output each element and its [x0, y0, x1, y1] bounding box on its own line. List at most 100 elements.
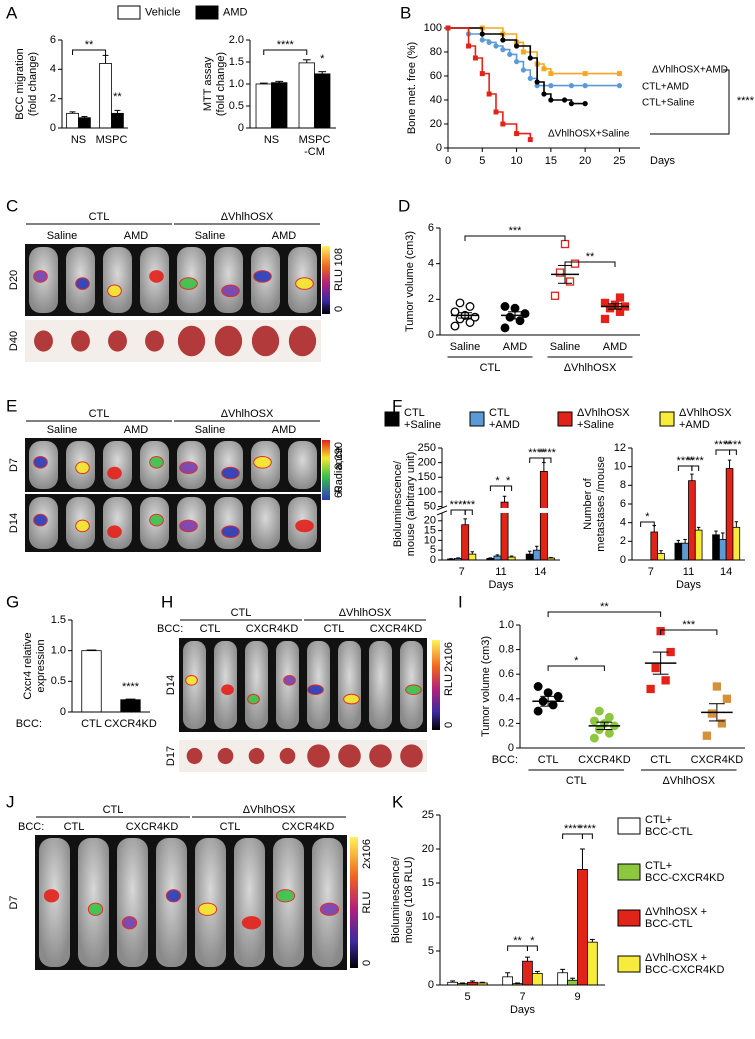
bar: [468, 553, 477, 561]
x-tick-label: MSPC -CM: [299, 134, 331, 158]
group-label: ΔVhlhOSX: [243, 804, 296, 816]
data-point: [533, 682, 543, 691]
text-line: BCC-CXCR4KD: [645, 964, 725, 976]
y-axis-label: Cxcr4 relative: [22, 632, 34, 699]
data-point: [455, 298, 465, 308]
text-line: -CM: [304, 146, 325, 158]
tumor-image: [369, 744, 392, 768]
column-label: Saline: [47, 424, 78, 436]
series-label: CTL+AMD: [642, 82, 689, 93]
bar: [539, 470, 548, 561]
significance-label: ****: [528, 447, 546, 459]
colorbar-label: RLU: [443, 674, 455, 696]
significance-label: ****: [539, 447, 557, 459]
data-point: [500, 302, 510, 311]
data-point: [533, 706, 543, 716]
y-tick-label: 4: [620, 517, 626, 529]
y-axis-label: Bone met. free (%): [406, 42, 418, 134]
data-point: [615, 307, 625, 316]
colorbar-label: RLU: [361, 891, 373, 913]
data-point: [520, 49, 526, 55]
signal-spot: [107, 466, 122, 480]
data-point: [550, 291, 560, 300]
significance-label: *: [320, 53, 325, 65]
y-axis-label: Tumor volume (cm3): [404, 231, 416, 332]
data-point: [600, 314, 610, 324]
y-tick-label: 1.5: [51, 614, 66, 626]
bar: [78, 117, 91, 129]
x-tick-label: CXCR4KD: [578, 754, 631, 766]
y-tick-label: 10: [422, 911, 434, 923]
y-tick-label: 2.0: [229, 34, 244, 46]
group-label: CTL: [566, 775, 587, 787]
mouse-image: [214, 247, 243, 313]
text-line: ΔVhlhOSX: [577, 407, 630, 419]
mouse-image: [288, 441, 317, 489]
row-label: D14: [165, 675, 177, 695]
y-axis-label: Bioluminescence/: [392, 460, 404, 547]
colorbar: [322, 246, 330, 314]
panel-letter: C: [6, 196, 18, 215]
y-tick-label: 20: [424, 515, 436, 527]
y-axis-label: expression: [35, 639, 47, 692]
significance-label: ****: [450, 499, 468, 511]
group-label: ΔVhlhOSX: [564, 362, 617, 374]
data-point: [445, 25, 451, 31]
bar: [694, 529, 703, 561]
significance-label: *: [645, 511, 650, 523]
legend-label: CTL+ BCC-CXCR4KD: [645, 860, 725, 884]
y-tick-label: 100: [424, 22, 442, 34]
bar: [557, 972, 569, 986]
signal-spot: [33, 513, 48, 527]
group-label: ΔVhlhOSX: [221, 408, 274, 420]
y-tick-label: 8: [620, 479, 626, 491]
y-tick-label: 0.4: [499, 693, 514, 705]
mouse-image: [312, 838, 343, 967]
y-tick-label: 0.8: [499, 644, 514, 656]
signal-spot: [149, 455, 164, 469]
bar: [681, 542, 689, 561]
signal-spot: [43, 889, 60, 903]
x-tick-label: 9: [574, 991, 580, 1003]
y-tick-label: 1.5: [229, 56, 244, 68]
bar: [718, 539, 727, 561]
legend-label: ΔVhlhOSX + BCC-CXCR4KD: [645, 952, 725, 976]
column-prefix: BCC:: [18, 821, 44, 833]
y-tick-label: 1.0: [499, 619, 514, 631]
data-point: [513, 59, 520, 65]
signal-spot: [107, 525, 122, 539]
legend-swatch: [617, 817, 641, 835]
data-point: [500, 121, 506, 127]
data-point: [500, 37, 506, 43]
colorbar-label: RLU: [333, 269, 345, 291]
colorbar-label: 2x106: [361, 839, 373, 869]
tumor-image: [214, 325, 243, 357]
legend-swatch: [117, 5, 141, 20]
significance-label: ****: [564, 823, 582, 835]
x-tick-label: NS: [71, 134, 86, 146]
text-line: ΔVhlhOSX +: [645, 952, 707, 964]
column-label: CXCR4KD: [126, 821, 179, 833]
data-point: [493, 109, 499, 115]
signal-spot: [253, 270, 272, 283]
bar: [111, 112, 124, 129]
colorbar-label: 8,390: [333, 442, 345, 470]
significance-bracket: [464, 509, 473, 515]
significance-bracket: [564, 261, 616, 267]
x-tick-label: Saline: [550, 341, 581, 353]
text-line: +Saline: [404, 419, 441, 431]
data-point: [500, 323, 510, 333]
x-tick-label: 7: [459, 566, 465, 578]
signal-spot: [343, 693, 360, 705]
signal-spot: [179, 519, 198, 533]
data-point: [541, 66, 547, 72]
legend-label: ΔVhlhOSX +Saline: [577, 407, 630, 431]
signal-spot: [179, 461, 198, 475]
legend-label: CTL +AMD: [489, 407, 520, 431]
x-tick-label: 5: [464, 991, 470, 1003]
x-tick-label: AMD: [503, 341, 528, 353]
y-tick-label: 0: [238, 122, 244, 134]
tumor-image: [307, 744, 330, 768]
